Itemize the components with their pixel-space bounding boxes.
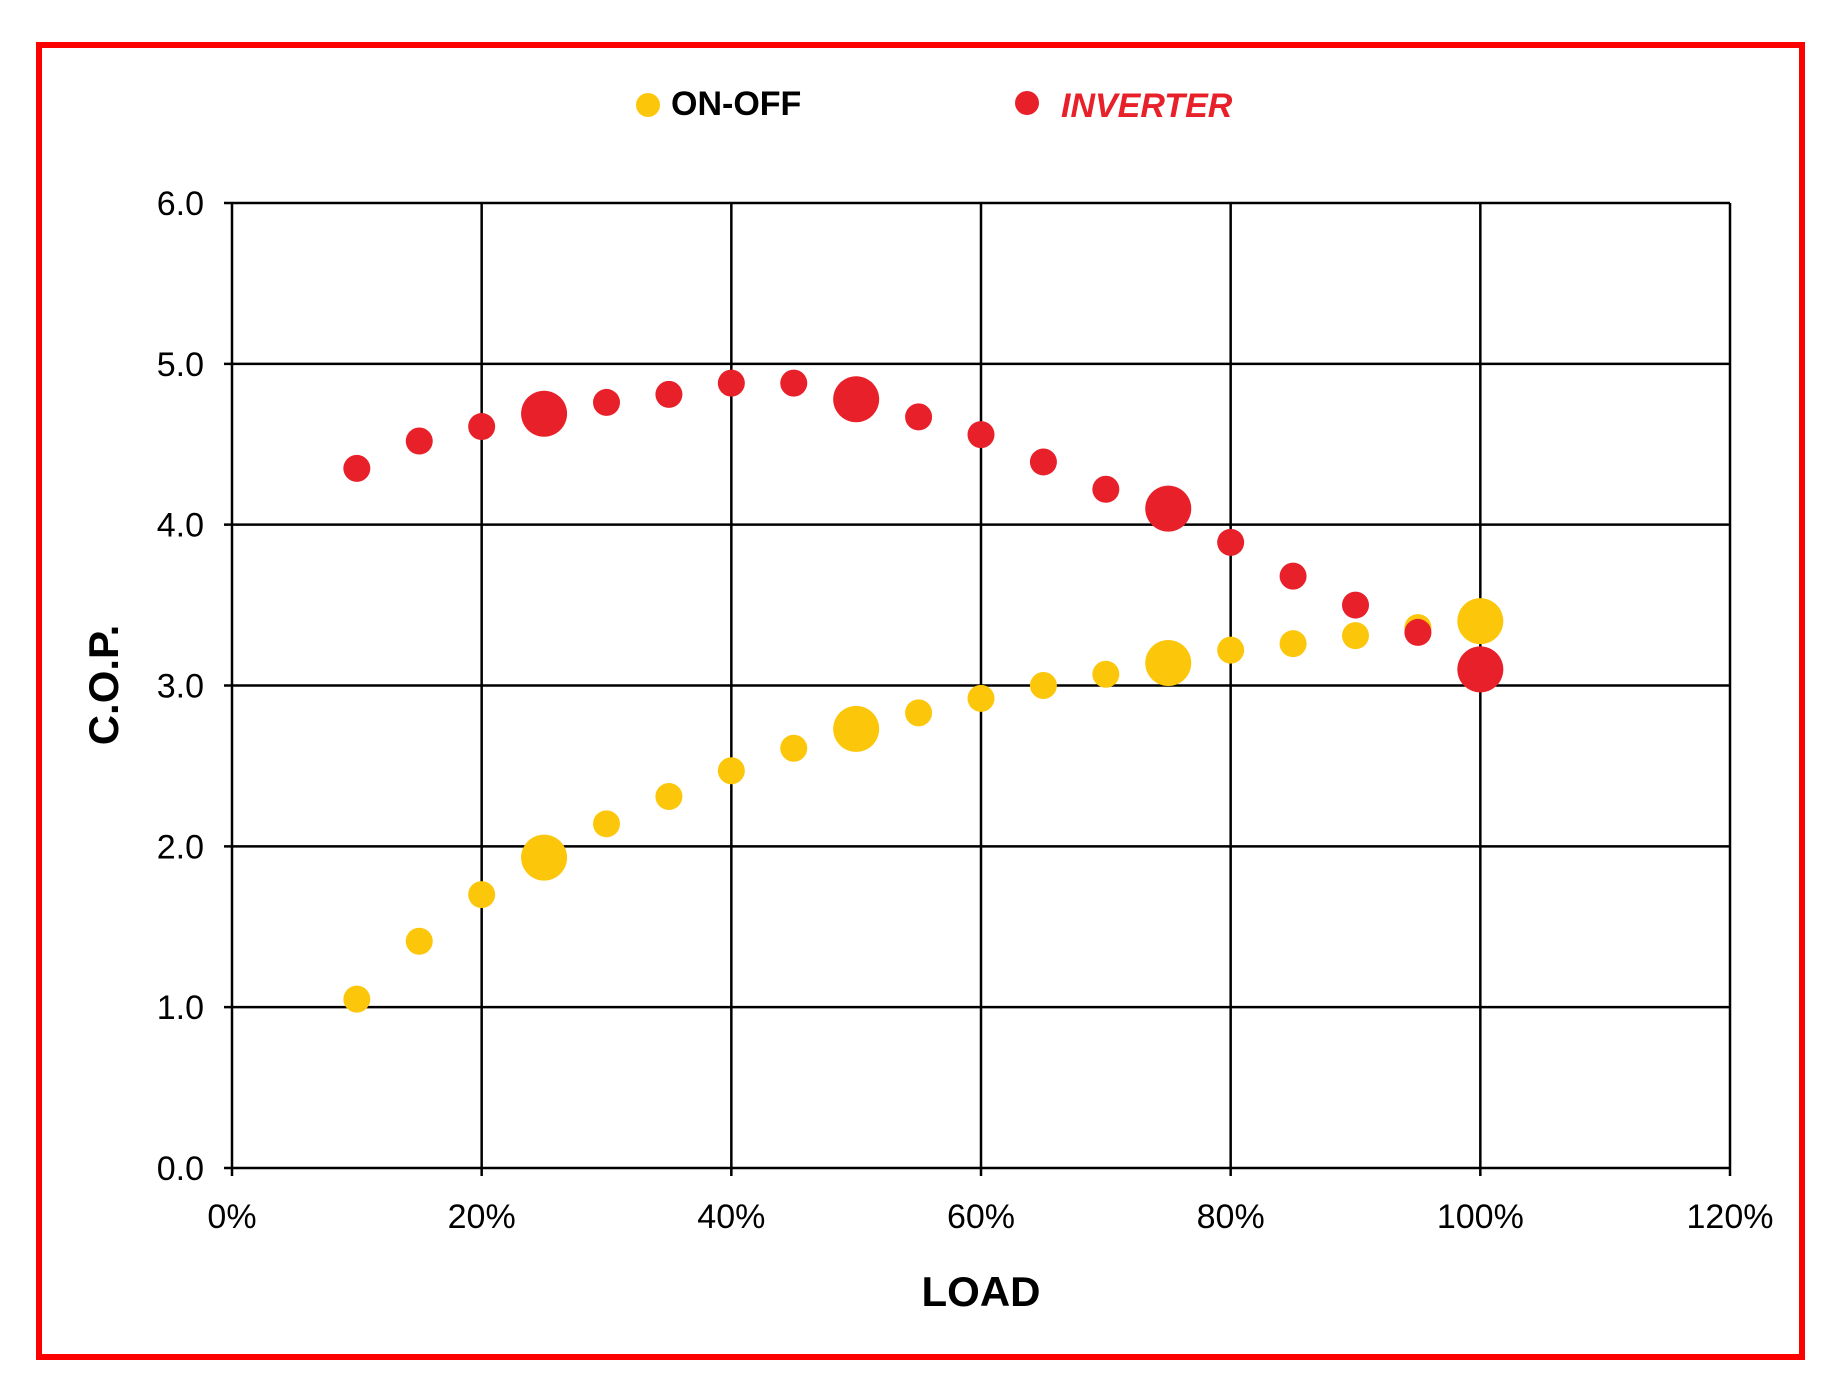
on-off-point — [593, 810, 620, 838]
inverter-point — [1279, 562, 1307, 590]
y-tick-label: 0.0 — [157, 1150, 204, 1188]
on-off-point — [967, 684, 995, 712]
x-tick-label: 40% — [697, 1198, 765, 1236]
on-off-point — [1342, 622, 1369, 650]
y-tick-label: 3.0 — [157, 668, 204, 706]
inverter-point — [967, 421, 995, 449]
on-off-point — [1217, 636, 1245, 664]
inverter-point — [1092, 475, 1120, 503]
on-off-point — [1457, 598, 1504, 645]
x-tick-label: 80% — [1197, 1198, 1265, 1236]
series-inverter — [343, 369, 1504, 693]
inverter-point — [1145, 485, 1192, 532]
inverter-point — [780, 369, 808, 397]
on-off-point — [405, 927, 433, 955]
y-tick-label: 4.0 — [157, 507, 204, 545]
on-off-point — [655, 782, 683, 810]
on-off-point — [521, 834, 568, 881]
x-tick-label: 100% — [1437, 1198, 1524, 1236]
x-axis-title: LOAD — [922, 1268, 1041, 1315]
on-off-point — [833, 705, 880, 752]
on-off-point — [1029, 672, 1057, 699]
y-tick-label: 6.0 — [157, 185, 204, 223]
tick-labels: 0% 20% 40% 60% 80% 100% 120% 0.0 1.0 2.0 3.0 4.0 5.0… — [157, 185, 1774, 1236]
on-off-point — [780, 734, 808, 762]
legend-inverter-marker — [1015, 91, 1039, 115]
inverter-point — [1217, 528, 1245, 556]
on-off-point — [717, 757, 745, 785]
y-axis-title: C.O.P. — [80, 625, 127, 746]
x-tick-label: 60% — [947, 1198, 1015, 1236]
grid-lines — [224, 201, 1732, 1176]
inverter-point — [1457, 646, 1504, 693]
legend-on-off-marker — [636, 93, 660, 117]
inverter-point — [593, 388, 620, 416]
on-off-point — [905, 699, 933, 727]
inverter-point — [833, 376, 880, 423]
y-tick-label: 5.0 — [157, 346, 204, 384]
inverter-point — [1029, 448, 1057, 476]
on-off-point — [1279, 630, 1307, 658]
x-tick-label: 120% — [1687, 1198, 1774, 1236]
on-off-point — [1145, 639, 1192, 686]
inverter-point — [405, 427, 433, 455]
inverter-point — [468, 413, 496, 441]
chart-frame — [36, 42, 1805, 1360]
on-off-point — [343, 985, 371, 1013]
x-tick-label: 20% — [448, 1198, 516, 1236]
inverter-point — [1404, 618, 1432, 646]
y-tick-label: 1.0 — [157, 989, 204, 1027]
inverter-point — [717, 369, 745, 397]
inverter-point — [655, 380, 683, 408]
on-off-point — [1092, 660, 1120, 688]
series-on-off — [343, 598, 1504, 1013]
y-tick-label: 2.0 — [157, 828, 204, 866]
legend: ON-OFF INVERTER — [636, 85, 1233, 125]
inverter-point — [343, 454, 371, 482]
on-off-point — [468, 881, 496, 909]
legend-inverter-label: INVERTER — [1061, 87, 1233, 125]
inverter-point — [905, 403, 933, 431]
x-tick-label: 0% — [207, 1198, 256, 1236]
legend-on-off-label: ON-OFF — [671, 85, 801, 123]
inverter-point — [1342, 591, 1369, 619]
inverter-point — [521, 390, 568, 437]
